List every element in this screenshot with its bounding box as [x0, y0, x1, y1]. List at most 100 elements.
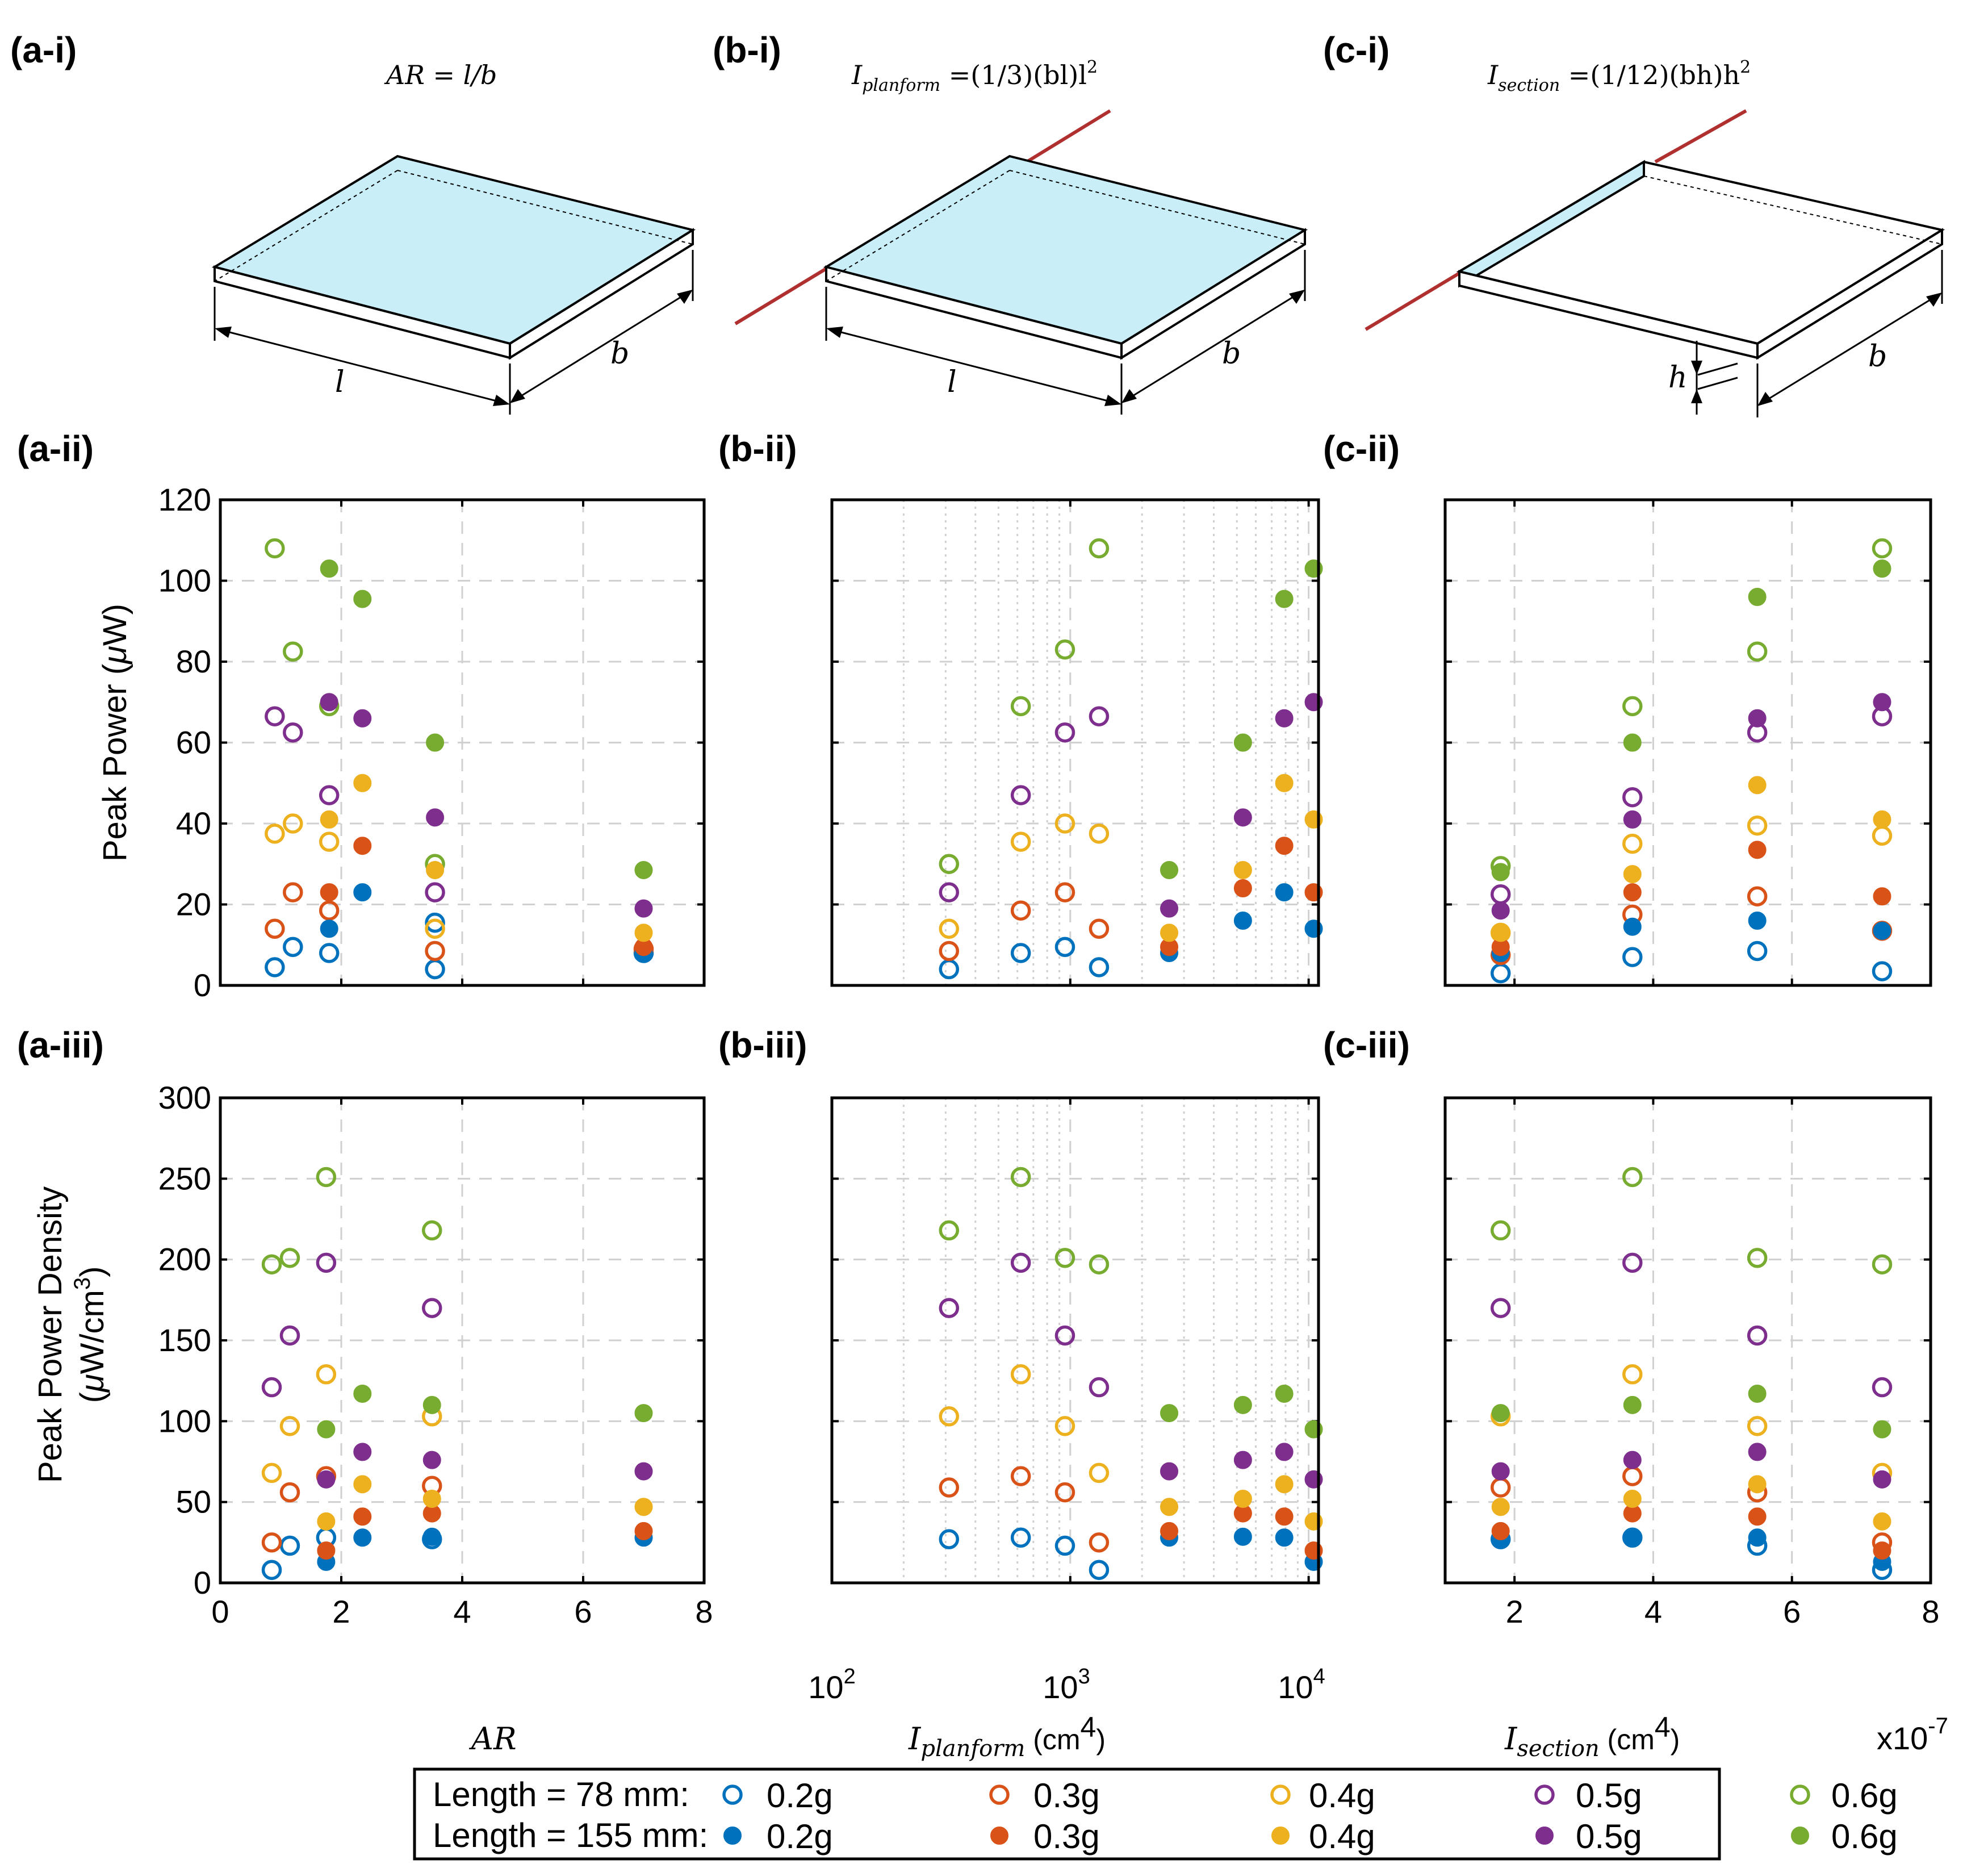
data-point — [1490, 1220, 1511, 1241]
data-point — [261, 1560, 282, 1580]
data-point — [1491, 1498, 1510, 1516]
data-point — [353, 1507, 372, 1526]
diagram-b-plate: Iplanform =(1/3)(bl)l2 l b — [734, 57, 1308, 415]
panel-label-b-iii: (b-iii) — [718, 1025, 807, 1065]
data-point — [316, 1167, 337, 1188]
data-point — [353, 774, 372, 792]
data-point — [939, 1298, 960, 1318]
dim-l-label: l — [947, 365, 957, 399]
data-point — [1748, 1528, 1767, 1547]
legend-marker-filled — [1535, 1827, 1554, 1845]
data-point — [1872, 1377, 1893, 1398]
data-point — [634, 1498, 653, 1516]
data-point — [1275, 1475, 1294, 1494]
data-point — [1748, 588, 1767, 606]
data-point — [1275, 837, 1294, 855]
data-point — [279, 1248, 300, 1268]
data-point — [1622, 947, 1643, 967]
rod-left — [1365, 270, 1463, 331]
dim-l-arrow — [218, 328, 506, 404]
data-point — [1010, 943, 1031, 963]
data-point — [1873, 1541, 1891, 1560]
x-tick-label: 4 — [453, 1594, 471, 1629]
data-point — [1748, 1475, 1767, 1494]
axes-frame — [830, 1096, 1320, 1585]
legend-entry-label: 0.6g — [1831, 1817, 1898, 1855]
legend-marker-filled — [1271, 1827, 1290, 1845]
chart-c-ii — [1443, 498, 1932, 987]
data-point — [1622, 833, 1643, 854]
data-point — [1873, 693, 1891, 712]
data-point — [1089, 538, 1110, 559]
data-point — [1160, 860, 1179, 879]
panel-label-b-ii: (b-ii) — [718, 428, 797, 469]
formula-a: AR = l/b — [384, 60, 497, 90]
x-tick-label: 4 — [1644, 1594, 1662, 1629]
data-point — [1233, 879, 1252, 897]
data-point — [283, 813, 303, 834]
panel-label-b-i: (b-i) — [713, 30, 781, 70]
data-point — [1747, 641, 1768, 662]
data-point — [1233, 860, 1252, 879]
data-point — [1623, 1527, 1642, 1546]
data-point — [1054, 1482, 1075, 1503]
data-point — [1491, 1404, 1510, 1423]
data-point — [283, 722, 303, 743]
data-point — [1010, 1364, 1031, 1385]
data-point — [265, 706, 285, 726]
x-tick-label: 8 — [1922, 1594, 1939, 1629]
formula-b: Iplanform =(1/3)(bl)l2 — [851, 57, 1098, 95]
data-point — [1275, 709, 1294, 728]
dim-b-label: b — [1222, 337, 1241, 371]
y-tick-label: 50 — [176, 1484, 211, 1520]
data-point — [1491, 923, 1510, 942]
panel-label-a-ii: (a-ii) — [17, 428, 94, 469]
data-point — [316, 1364, 337, 1385]
legend-entry-label: 0.2g — [767, 1817, 833, 1855]
dim-b-arrow — [513, 291, 689, 402]
axes-frame — [219, 498, 706, 987]
data-point — [1089, 1254, 1110, 1274]
data-point — [1054, 1535, 1075, 1556]
grid — [1445, 1098, 1931, 1583]
data-point — [320, 920, 338, 938]
data-point — [1233, 808, 1252, 827]
legend-entry-label: 0.6g — [1831, 1777, 1898, 1815]
data-point — [1623, 1451, 1642, 1469]
y-tick-label: 150 — [158, 1322, 211, 1358]
data-point — [353, 1528, 372, 1547]
data-point — [634, 923, 653, 942]
legend-marker-filled — [990, 1827, 1008, 1845]
data-point — [1873, 559, 1891, 578]
data-point — [634, 1462, 653, 1481]
legend-marker-filled — [1791, 1827, 1809, 1845]
x-tick-label: 2 — [332, 1594, 350, 1629]
legend-entry-label: 0.4g — [1309, 1777, 1375, 1815]
legend-row1-label: Length = 78 mm: — [433, 1775, 689, 1813]
legend-marker-open — [722, 1784, 743, 1805]
legend-entry-label: 0.2g — [767, 1777, 833, 1815]
legend-row2-label: Length = 155 mm: — [433, 1816, 708, 1854]
ticks: 2 4 6 8 — [1445, 1097, 1940, 1629]
y-tick-label: 300 — [158, 1080, 211, 1115]
data-point — [1873, 1420, 1891, 1439]
ticks: 0 50 100 150 200 250 300 0 2 4 6 8 — [158, 1080, 713, 1629]
data-point — [1089, 957, 1110, 977]
data-point — [320, 693, 338, 712]
x-axis-multiplier: x10-7 — [1877, 1713, 1948, 1756]
y-tick-label: 20 — [176, 887, 211, 922]
dim-h-label: h — [1668, 361, 1688, 395]
data-point — [317, 1541, 336, 1560]
x-tick-label-1e4: 104 — [1278, 1665, 1325, 1705]
data-point — [1747, 1416, 1768, 1436]
data-point — [1233, 733, 1252, 752]
data-point — [317, 1420, 336, 1439]
data-point — [1872, 961, 1893, 981]
legend: Length = 78 mm: Length = 155 mm: 0.2g0.2… — [413, 1767, 1898, 1861]
dim-l-label: l — [335, 365, 345, 399]
data-point — [1623, 883, 1642, 902]
data-point — [939, 1477, 960, 1498]
legend-marker-open — [989, 1784, 1010, 1805]
data-point — [1010, 785, 1031, 805]
